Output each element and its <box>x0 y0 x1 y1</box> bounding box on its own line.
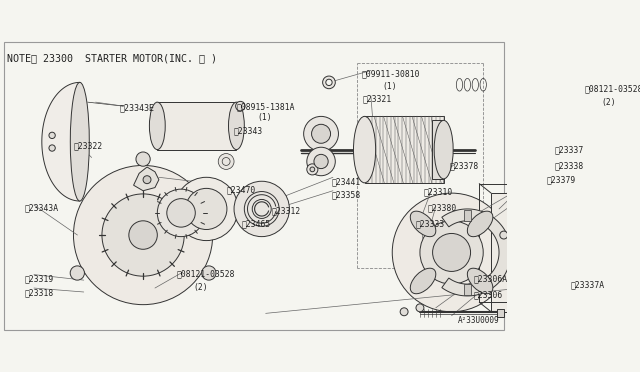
Text: ※23306: ※23306 <box>474 291 503 299</box>
Circle shape <box>49 145 55 151</box>
Text: ※23312: ※23312 <box>271 206 300 215</box>
Circle shape <box>323 76 335 89</box>
Circle shape <box>143 176 151 184</box>
Polygon shape <box>42 82 80 201</box>
Ellipse shape <box>410 211 436 237</box>
Text: ※23318: ※23318 <box>24 288 54 297</box>
Ellipse shape <box>467 211 493 237</box>
Text: ⒲08121-03528: ⒲08121-03528 <box>584 85 640 94</box>
Text: (2): (2) <box>602 98 616 107</box>
Circle shape <box>222 157 230 166</box>
Polygon shape <box>442 209 511 296</box>
Circle shape <box>175 177 238 241</box>
Polygon shape <box>134 167 159 191</box>
Circle shape <box>400 308 408 316</box>
Text: ※23380: ※23380 <box>428 203 457 212</box>
Circle shape <box>326 79 332 86</box>
Ellipse shape <box>410 268 436 294</box>
Text: ※23321: ※23321 <box>363 94 392 103</box>
Text: ※23338: ※23338 <box>554 161 584 170</box>
Bar <box>157 102 236 150</box>
Circle shape <box>186 188 227 230</box>
Bar <box>365 116 444 183</box>
Text: Ⓦ08915-1381A: Ⓦ08915-1381A <box>236 102 295 111</box>
Text: ※23319: ※23319 <box>24 275 54 283</box>
Text: ※23441: ※23441 <box>332 177 360 186</box>
Text: ※23379: ※23379 <box>547 175 576 184</box>
Bar <box>432 121 444 179</box>
Text: Ⓚ09911-30810: Ⓚ09911-30810 <box>362 69 420 78</box>
Circle shape <box>420 221 483 284</box>
Circle shape <box>202 266 216 280</box>
Ellipse shape <box>228 102 244 150</box>
Circle shape <box>136 152 150 166</box>
Text: (2): (2) <box>194 282 209 292</box>
Text: NOTE、 23300  STARTER MOTOR(INC. ※ ): NOTE、 23300 STARTER MOTOR(INC. ※ ) <box>7 53 217 63</box>
Bar <box>464 284 470 295</box>
Ellipse shape <box>353 116 376 183</box>
Circle shape <box>157 189 205 237</box>
Circle shape <box>310 167 315 172</box>
Circle shape <box>167 199 195 227</box>
Circle shape <box>234 181 289 237</box>
Circle shape <box>433 234 470 272</box>
Ellipse shape <box>70 82 90 201</box>
Circle shape <box>303 116 339 151</box>
Text: ※23337: ※23337 <box>554 146 584 155</box>
Text: A²33U0009: A²33U0009 <box>458 316 499 325</box>
Bar <box>464 210 470 221</box>
Text: ※23378: ※23378 <box>450 161 479 170</box>
Text: ※23465: ※23465 <box>242 219 271 228</box>
Circle shape <box>312 124 330 143</box>
Circle shape <box>307 164 318 175</box>
Circle shape <box>314 154 328 169</box>
Text: (1): (1) <box>382 81 397 91</box>
Text: ※23343A: ※23343A <box>24 203 58 212</box>
Bar <box>497 309 504 317</box>
Text: ※23343E: ※23343E <box>119 104 154 113</box>
Text: ※23343: ※23343 <box>234 126 263 135</box>
Ellipse shape <box>467 268 493 294</box>
Text: ※23358: ※23358 <box>332 191 360 200</box>
Text: ※23470: ※23470 <box>226 185 255 194</box>
Circle shape <box>74 166 212 305</box>
Circle shape <box>392 193 511 312</box>
Text: ※23337A: ※23337A <box>570 280 604 289</box>
Circle shape <box>416 304 424 312</box>
Bar <box>491 193 523 312</box>
Circle shape <box>102 194 184 276</box>
Ellipse shape <box>149 102 165 150</box>
Text: ⒲08121-03528: ⒲08121-03528 <box>176 270 235 279</box>
Text: ※23310: ※23310 <box>424 187 453 196</box>
Circle shape <box>218 154 234 169</box>
Circle shape <box>70 266 84 280</box>
Text: ※23322: ※23322 <box>74 142 102 151</box>
Circle shape <box>500 231 508 239</box>
Text: ※23333: ※23333 <box>416 219 445 228</box>
Circle shape <box>307 147 335 176</box>
Text: ※23306A: ※23306A <box>474 275 508 283</box>
Text: (1): (1) <box>257 113 271 122</box>
Circle shape <box>236 101 245 111</box>
Circle shape <box>49 132 55 138</box>
Ellipse shape <box>434 121 453 179</box>
Circle shape <box>129 221 157 249</box>
